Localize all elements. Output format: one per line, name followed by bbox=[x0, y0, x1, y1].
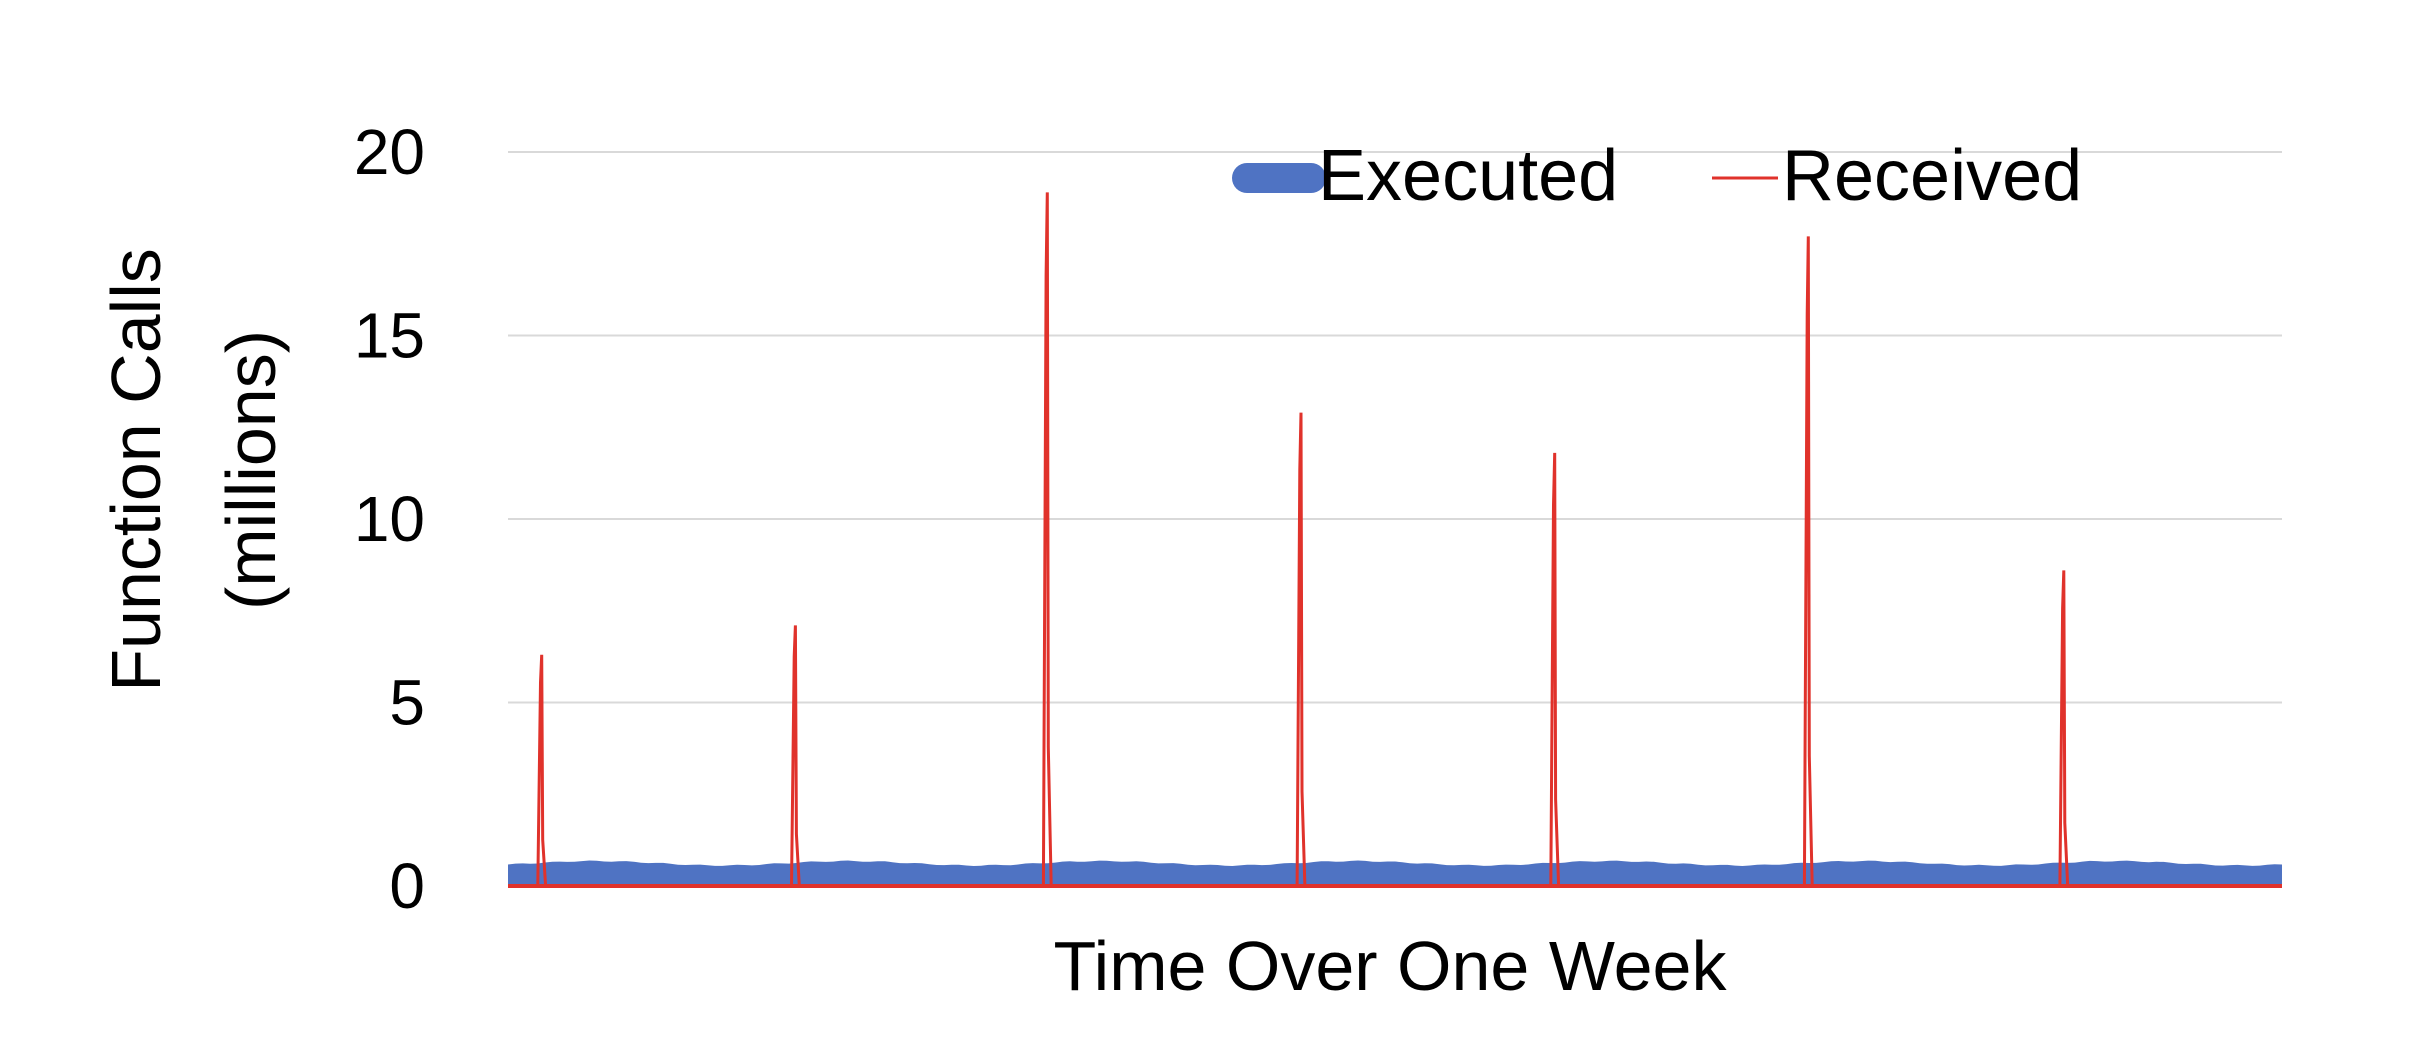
grid-lines bbox=[508, 152, 2282, 703]
legend-label-executed: Executed bbox=[1318, 136, 1618, 216]
y-axis-title: Function Calls (millions) bbox=[97, 248, 290, 692]
executed-area-series bbox=[508, 861, 2282, 887]
legend: Executed Received bbox=[1232, 136, 2082, 216]
received-line-series bbox=[508, 192, 2282, 886]
y-axis-title-line-1: Function Calls bbox=[97, 248, 175, 692]
y-tick-label: 5 bbox=[389, 667, 425, 739]
y-tick-label: 0 bbox=[389, 850, 425, 922]
legend-label-received: Received bbox=[1782, 136, 2082, 216]
y-axis-title-line-2: (millions) bbox=[212, 330, 290, 610]
x-axis-title: Time Over One Week bbox=[1054, 927, 1728, 1005]
y-tick-label: 10 bbox=[354, 483, 425, 555]
legend-swatch-executed bbox=[1232, 163, 1326, 193]
y-axis-tick-labels: 0 5 10 15 20 bbox=[354, 116, 425, 922]
y-tick-label: 20 bbox=[354, 116, 425, 188]
y-tick-label: 15 bbox=[354, 300, 425, 372]
